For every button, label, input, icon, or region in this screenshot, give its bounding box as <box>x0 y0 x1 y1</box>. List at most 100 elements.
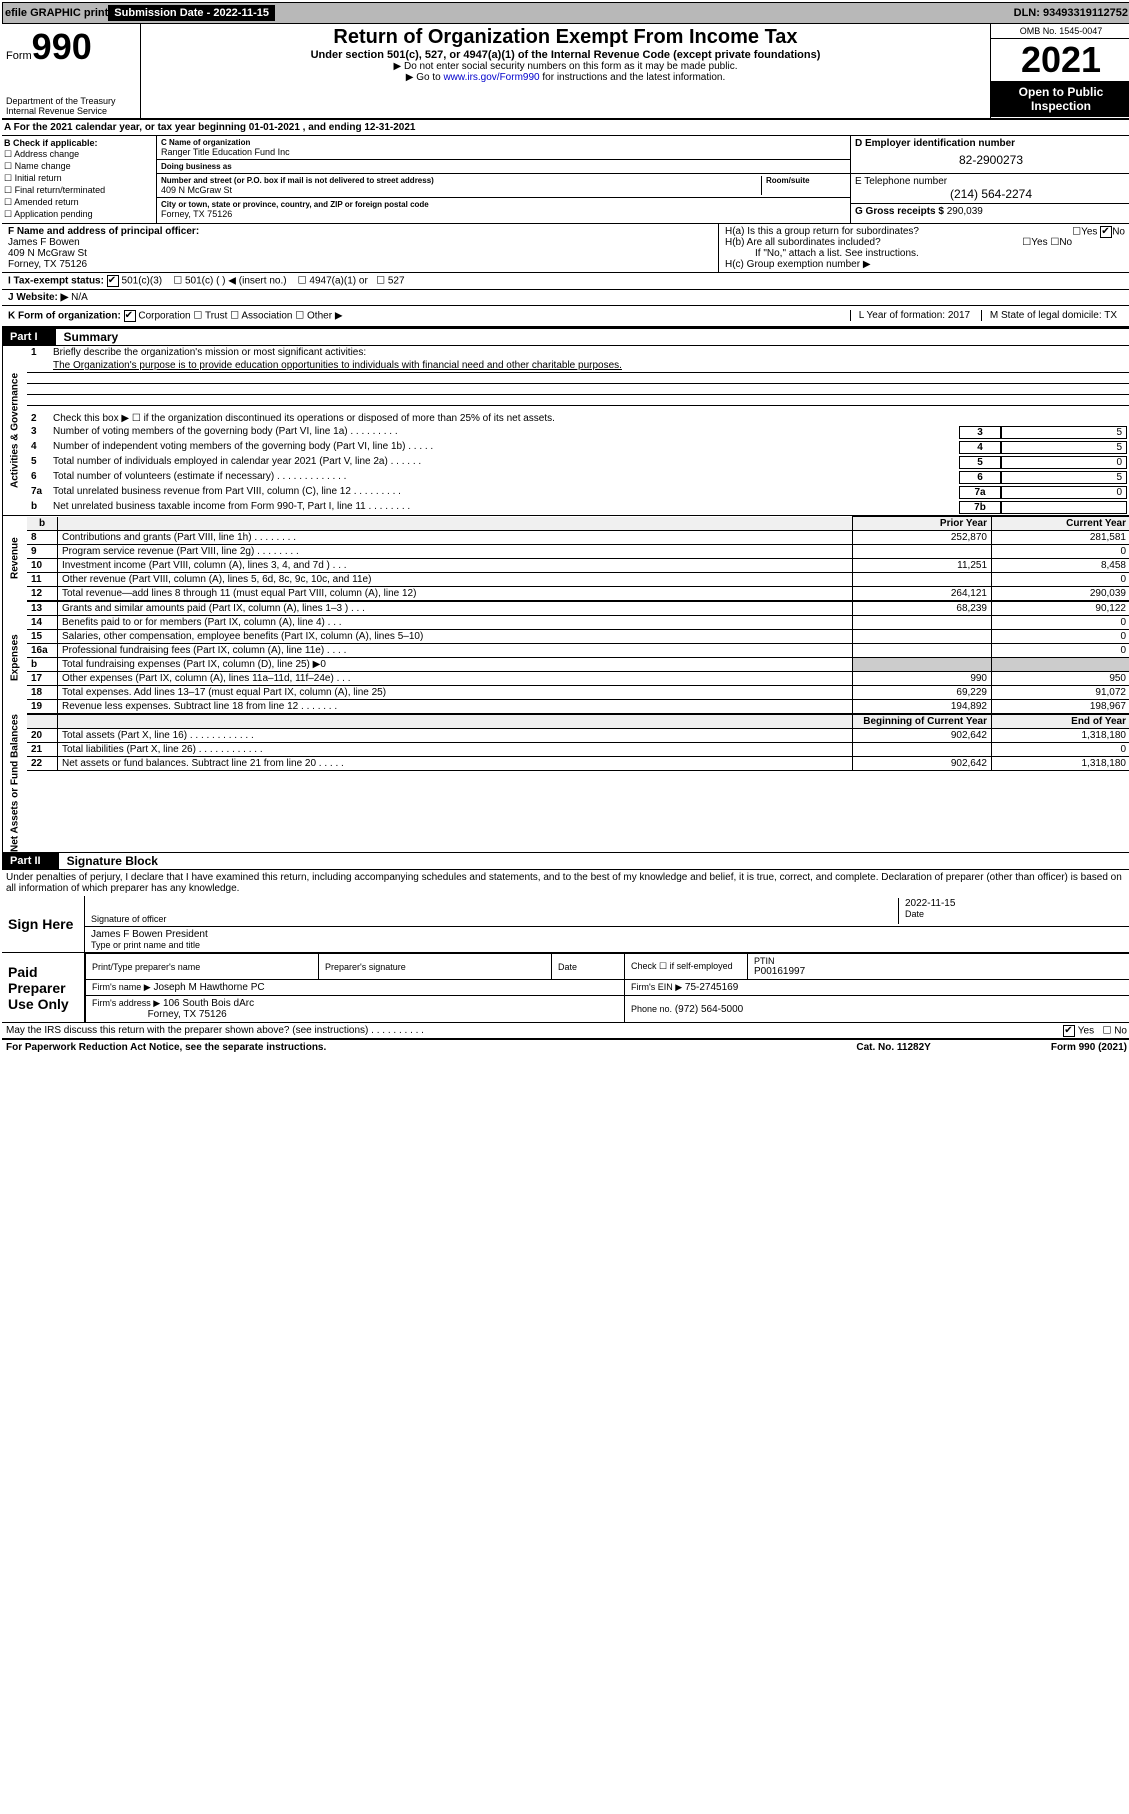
prep-self-emp[interactable]: Check ☐ if self-employed <box>625 954 748 980</box>
efile-label: efile GRAPHIC print <box>5 7 108 19</box>
activities-governance-section: Activities & Governance 1Briefly describ… <box>2 346 1129 515</box>
year-formation: L Year of formation: 2017 <box>850 310 978 321</box>
row-i: I Tax-exempt status: 501(c)(3) ☐ 501(c) … <box>2 273 1129 290</box>
part1-header: Part I Summary <box>2 328 1129 346</box>
firm-ein: 75-2745169 <box>685 982 738 993</box>
officer-name: James F Bowen <box>8 237 712 248</box>
city-label: City or town, state or province, country… <box>161 200 846 209</box>
part2-header: Part II Signature Block <box>2 852 1129 870</box>
l1-mission: The Organization's purpose is to provide… <box>53 360 1127 371</box>
h-a: H(a) Is this a group return for subordin… <box>725 226 1125 237</box>
col-current-year: Current Year <box>992 517 1129 531</box>
firm-phone: (972) 564-5000 <box>675 1004 743 1015</box>
chk-initial-return[interactable]: ☐ Initial return <box>4 173 154 184</box>
org-name-label: C Name of organization <box>161 138 846 147</box>
part1-title: Summary <box>56 330 119 344</box>
box-b: B Check if applicable: ☐ Address change … <box>2 136 157 223</box>
part2-label: Part II <box>2 853 59 869</box>
org-name: Ranger Title Education Fund Inc <box>161 147 846 157</box>
officer-addr: 409 N McGraw St <box>8 248 712 259</box>
top-bar: efile GRAPHIC print Submission Date - 20… <box>2 2 1129 24</box>
form-sub2: ▶ Do not enter social security numbers o… <box>147 61 984 72</box>
sig-date: 2022-11-15 <box>905 898 1125 909</box>
firm-addr: 106 South Bois dArc <box>163 998 254 1009</box>
sign-here-label: Sign Here <box>2 896 85 952</box>
chk-corp[interactable] <box>124 310 136 322</box>
sig-officer-label: Signature of officer <box>91 914 898 924</box>
officer-label: F Name and address of principal officer: <box>8 226 712 237</box>
form-subtitle: Under section 501(c), 527, or 4947(a)(1)… <box>147 49 984 61</box>
row-k: K Form of organization: Corporation ☐ Tr… <box>2 306 1129 328</box>
chk-name-change[interactable]: ☐ Name change <box>4 161 154 172</box>
page-footer: For Paperwork Reduction Act Notice, see … <box>2 1039 1129 1055</box>
dln: DLN: 93493319112752 <box>1014 7 1128 19</box>
irs-link[interactable]: www.irs.gov/Form990 <box>443 72 539 83</box>
vtab-activities: Activities & Governance <box>2 346 27 515</box>
room-label: Room/suite <box>766 176 846 185</box>
chk-address-change[interactable]: ☐ Address change <box>4 149 154 160</box>
l2: Check this box ▶ ☐ if the organization d… <box>53 413 1127 424</box>
box-c: C Name of organization Ranger Title Educ… <box>157 136 851 223</box>
phone-value: (214) 564-2274 <box>855 187 1127 201</box>
revenue-section: Revenue b Prior Year Current Year 8Contr… <box>2 515 1129 601</box>
vtab-netassets: Net Assets or Fund Balances <box>2 714 27 852</box>
row-a-taxyear: A For the 2021 calendar year, or tax yea… <box>2 120 1129 136</box>
row-fh: F Name and address of principal officer:… <box>2 224 1129 273</box>
col-end-year: End of Year <box>992 715 1129 729</box>
expenses-section: Expenses 13Grants and similar amounts pa… <box>2 601 1129 714</box>
submission-date-btn[interactable]: Submission Date - 2022-11-15 <box>108 5 275 21</box>
discuss-row: May the IRS discuss this return with the… <box>2 1023 1129 1039</box>
h-c: H(c) Group exemption number ▶ <box>725 259 1125 270</box>
form-footer: Form 990 (2021) <box>1051 1042 1127 1053</box>
form-header: Form990 Department of the Treasury Inter… <box>2 24 1129 120</box>
h-a-no-check[interactable] <box>1100 226 1112 238</box>
prep-date-col: Date <box>552 954 625 980</box>
firm-name: Joseph M Hawthorne PC <box>153 982 264 993</box>
state-domicile: M State of legal domicile: TX <box>981 310 1125 321</box>
col-beg-year: Beginning of Current Year <box>853 715 992 729</box>
dept-label: Department of the Treasury Internal Reve… <box>6 96 136 116</box>
h-b: H(b) Are all subordinates included? ☐Yes… <box>725 237 1125 248</box>
row-j: J Website: ▶ N/A <box>2 290 1129 306</box>
chk-final-return[interactable]: ☐ Final return/terminated <box>4 185 154 196</box>
dba-label: Doing business as <box>161 162 846 171</box>
netassets-section: Net Assets or Fund Balances Beginning of… <box>2 714 1129 852</box>
gross-receipts-label: G Gross receipts $ <box>855 206 944 217</box>
omb-number: OMB No. 1545-0047 <box>991 24 1129 39</box>
part2-title: Signature Block <box>59 854 158 868</box>
discuss-yes[interactable] <box>1063 1025 1075 1037</box>
form-title: Return of Organization Exempt From Incom… <box>147 26 984 49</box>
street-address: 409 N McGraw St <box>161 185 761 195</box>
addr-label: Number and street (or P.O. box if mail i… <box>161 176 761 185</box>
phone-label: E Telephone number <box>855 176 1127 187</box>
tax-year: 2021 <box>991 39 1129 81</box>
prep-sig-col: Preparer's signature <box>319 954 552 980</box>
sig-name-label: Type or print name and title <box>91 940 208 950</box>
part1-label: Part I <box>2 329 56 345</box>
paid-preparer-label: Paid Preparer Use Only <box>2 953 85 1022</box>
chk-amended[interactable]: ☐ Amended return <box>4 197 154 208</box>
ptin-cell: PTINP00161997 <box>748 954 1129 980</box>
form-sub3: ▶ Go to www.irs.gov/Form990 for instruct… <box>147 72 984 83</box>
prep-name-col: Print/Type preparer's name <box>86 954 319 980</box>
paperwork-notice: For Paperwork Reduction Act Notice, see … <box>6 1042 326 1053</box>
gross-receipts-value: 290,039 <box>947 206 983 217</box>
vtab-revenue: Revenue <box>2 516 27 601</box>
form-number: Form990 <box>6 26 136 68</box>
declaration: Under penalties of perjury, I declare th… <box>2 870 1129 896</box>
ein-label: D Employer identification number <box>855 138 1127 149</box>
chk-501c3[interactable] <box>107 275 119 287</box>
ein-value: 82-2900273 <box>855 149 1127 171</box>
city-state-zip: Forney, TX 75126 <box>161 209 846 219</box>
col-prior-year: Prior Year <box>853 517 992 531</box>
vtab-expenses: Expenses <box>2 601 27 714</box>
box-b-title: B Check if applicable: <box>4 138 154 148</box>
open-inspection: Open to Public Inspection <box>991 81 1129 117</box>
cat-no: Cat. No. 11282Y <box>856 1042 930 1053</box>
officer-city: Forney, TX 75126 <box>8 259 712 270</box>
chk-app-pending[interactable]: ☐ Application pending <box>4 209 154 220</box>
box-deg: D Employer identification number 82-2900… <box>851 136 1129 223</box>
section-bcdefg: B Check if applicable: ☐ Address change … <box>2 136 1129 224</box>
l1-label: Briefly describe the organization's miss… <box>53 347 1127 358</box>
sig-name: James F Bowen President <box>91 929 208 940</box>
